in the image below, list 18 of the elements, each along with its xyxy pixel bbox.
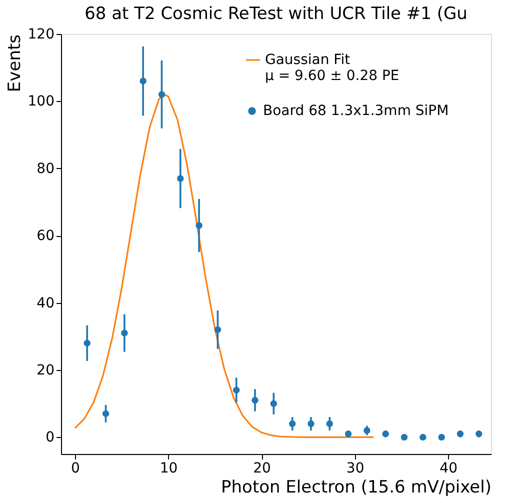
x-tick-label: 30 <box>346 460 364 476</box>
y-tick-label: 20 <box>36 362 54 378</box>
x-tick-label: 10 <box>160 460 178 476</box>
x-tick-label: 40 <box>440 460 458 476</box>
x-tick-label: 20 <box>253 460 271 476</box>
y-tick-label: 120 <box>28 26 54 42</box>
y-tick-label: 100 <box>28 94 54 110</box>
annotation: μ = 9.60 ± 0.28 PE <box>265 68 400 84</box>
y-tick-label: 80 <box>36 160 54 177</box>
legend-label: Board 68 1.3x1.3mm SiPM <box>263 103 449 119</box>
chart-title: 68 at T2 Cosmic ReTest with UCR Tile #1 (Gu <box>84 4 468 24</box>
y-tick-label: 40 <box>36 295 54 312</box>
legend-label: Gaussian Fit <box>265 52 351 68</box>
y-tick-label: 0 <box>46 430 54 446</box>
x-tick-label: 0 <box>71 460 80 476</box>
x-axis-title: Photon Electron (15.6 mV/pixel) <box>221 478 492 498</box>
y-tick-label: 60 <box>36 228 54 244</box>
y-axis-title: Events <box>4 34 25 92</box>
